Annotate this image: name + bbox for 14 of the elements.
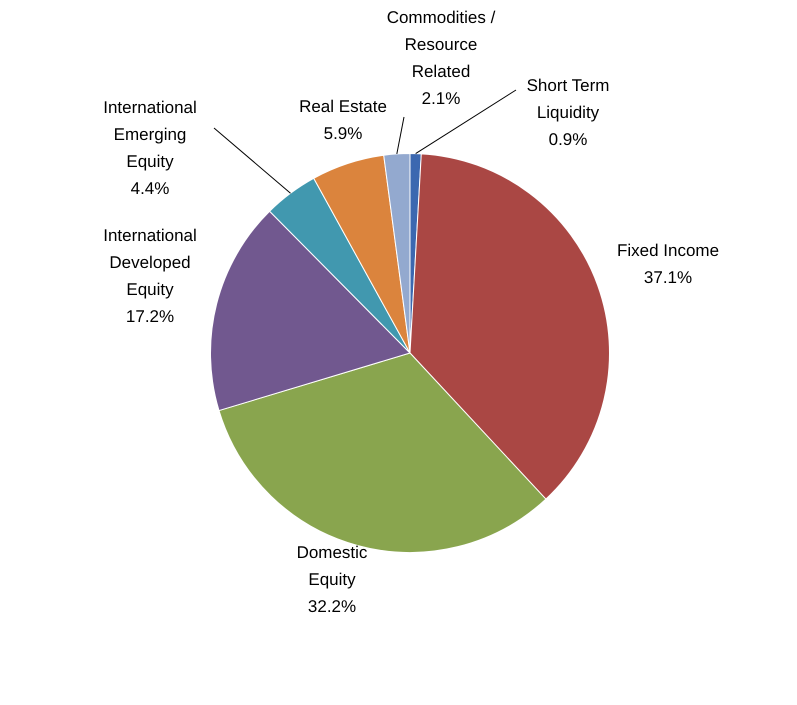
slice-label: Fixed Income: [616, 241, 720, 260]
data-label: 4.4%: [130, 179, 170, 198]
data-label: 5.9%: [324, 124, 362, 144]
slice-label: International Emerging Equity: [103, 98, 197, 172]
slice-label: Real Estate: [299, 97, 387, 116]
data-label: 2.1%: [422, 89, 460, 108]
slice-label: Domestic Equity: [296, 543, 368, 590]
data-label: 32.2%: [308, 597, 356, 616]
data-label: 37.1%: [644, 268, 692, 288]
data-label: 17.2%: [126, 307, 174, 326]
slice-label: Short Term Liquidity: [526, 76, 610, 122]
slice-label: Commodities / Resource Related: [386, 8, 496, 82]
data-label: 0.9%: [548, 130, 588, 150]
slice-label: International Developed Equity: [103, 226, 197, 300]
